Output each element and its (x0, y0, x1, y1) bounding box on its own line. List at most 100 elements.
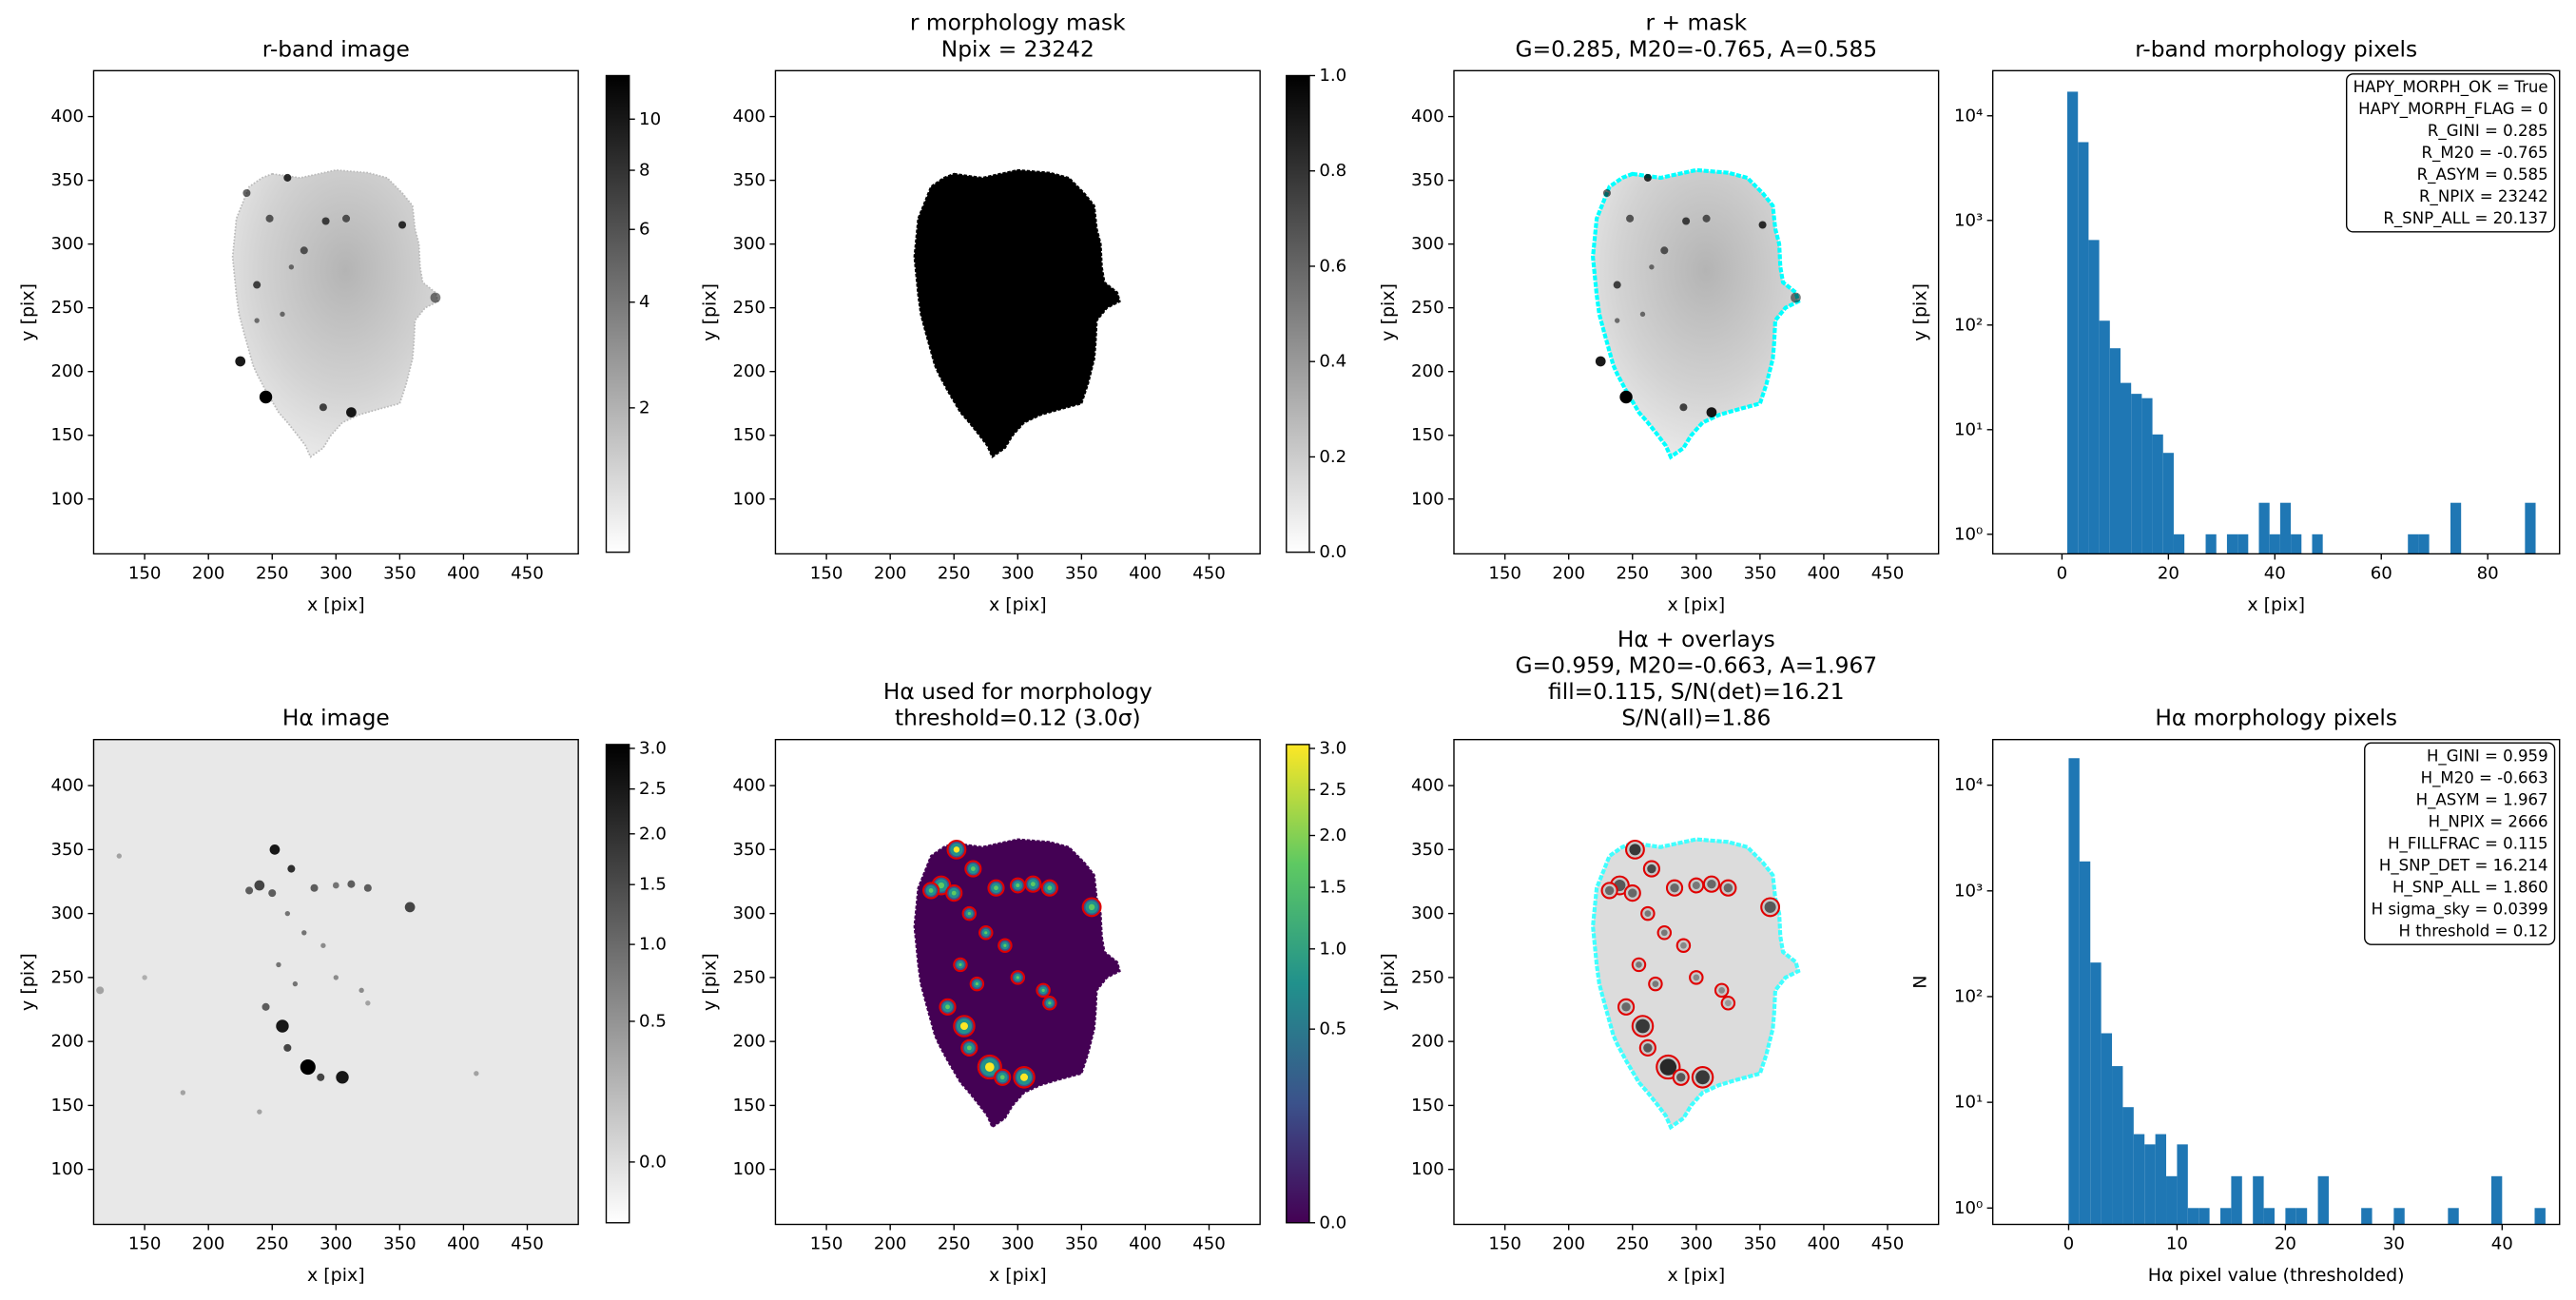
source (235, 356, 246, 367)
x-tick-label: 150 (810, 1234, 843, 1254)
annotation-line: H_SNP_ALL = 1.860 (2392, 878, 2548, 897)
source (259, 390, 273, 404)
y-tick-label: 300 (1411, 903, 1444, 923)
y-tick-label: 300 (51, 234, 85, 254)
colorbar-tick-label: 0.0 (639, 1152, 667, 1172)
annotation-line: HAPY_MORPH_OK = True (2353, 78, 2548, 97)
y-tick-label: 150 (1411, 1096, 1444, 1116)
y-tick-label: 200 (732, 1032, 765, 1052)
source (1758, 221, 1767, 229)
bar (2131, 394, 2142, 554)
colorbar-tick-label: 1.0 (639, 935, 667, 955)
bar (2141, 398, 2153, 554)
colorbar-tick-label: 2.0 (639, 824, 667, 844)
x-tick-label: 300 (1680, 1234, 1714, 1254)
source (1706, 407, 1717, 417)
x-tick-label: 200 (192, 1234, 225, 1254)
source (1647, 863, 1656, 874)
colorbar-tick-label: 2.5 (1319, 780, 1346, 800)
bar (2269, 534, 2280, 554)
x-tick-label: 450 (1192, 1234, 1226, 1254)
panel-title: Hα + overlays (1617, 627, 1775, 652)
source (292, 980, 299, 987)
source (253, 281, 261, 289)
panel-title: fill=0.115, S/N(det)=16.21 (1548, 679, 1845, 705)
contour (1689, 970, 1704, 985)
contour (1675, 938, 1692, 954)
y-tick-label: 300 (732, 903, 765, 923)
source (1725, 999, 1732, 1007)
x-tick-label: 250 (256, 1234, 289, 1254)
source (1707, 879, 1716, 889)
contour (1720, 996, 1736, 1011)
plot-area (2068, 758, 2546, 1225)
source (953, 846, 960, 853)
bar (2263, 1208, 2275, 1225)
bar (2090, 962, 2101, 1225)
contour (1617, 998, 1636, 1016)
source (254, 318, 260, 323)
x-tick-label: 350 (1065, 1234, 1098, 1254)
x-tick-label: 150 (128, 564, 162, 584)
source (342, 214, 351, 223)
y-tick-label: 10⁰ (1954, 524, 1983, 544)
source (951, 890, 957, 896)
y-tick-label: 250 (1411, 298, 1444, 318)
source (1676, 1073, 1686, 1082)
y-axis-label: y [pix] (17, 953, 38, 1011)
x-tick-label: 450 (1871, 1234, 1905, 1254)
x-tick-label: 350 (1744, 564, 1777, 584)
source (254, 880, 265, 891)
source (1626, 214, 1635, 223)
panel-title: S/N(all)=1.86 (1621, 706, 1771, 731)
source (1030, 882, 1036, 887)
source (96, 986, 105, 995)
source (999, 1075, 1005, 1080)
y-tick-label: 250 (51, 967, 85, 987)
y-tick-label: 200 (1411, 1032, 1444, 1052)
source (269, 844, 281, 855)
x-tick-label: 40 (2264, 564, 2286, 584)
plot-area (93, 739, 579, 1225)
x-tick-label: 250 (1616, 1234, 1649, 1254)
bar (2088, 240, 2100, 554)
x-axis-label: x [pix] (307, 594, 365, 615)
source (1621, 1002, 1631, 1012)
x-tick-label: 20 (2275, 1234, 2296, 1254)
annotation-line: HAPY_MORPH_FLAG = 0 (2358, 100, 2547, 119)
source (287, 864, 296, 873)
source (283, 1043, 292, 1052)
panel-title: G=0.959, M20=-0.663, A=1.967 (1516, 652, 1878, 678)
panel-title: Hα image (282, 706, 390, 731)
x-tick-label: 300 (1001, 564, 1035, 584)
colorbar-tick-label: 1.5 (1319, 878, 1346, 898)
source (116, 853, 122, 859)
colorbar-tick-label: 4 (639, 292, 650, 312)
y-axis-label: y [pix] (1378, 953, 1399, 1011)
x-tick-label: 40 (2491, 1234, 2513, 1254)
x-tick-label: 0 (2063, 1234, 2075, 1254)
annotation-line: R_GINI = 0.285 (2428, 122, 2548, 141)
x-tick-label: 400 (1129, 564, 1162, 584)
y-tick-label: 100 (51, 1159, 85, 1179)
x-tick-label: 80 (2477, 564, 2499, 584)
x-tick-label: 150 (1488, 1234, 1521, 1254)
x-tick-label: 150 (810, 564, 843, 584)
source (1003, 943, 1007, 947)
y-tick-label: 200 (51, 361, 85, 381)
source (1652, 980, 1659, 987)
x-tick-label: 20 (2158, 564, 2179, 584)
annotation-line: R_SNP_ALL = 20.137 (2383, 209, 2547, 228)
source (430, 292, 441, 303)
y-tick-label: 200 (51, 1032, 85, 1052)
annotation-line: H_FILLFRAC = 0.115 (2388, 834, 2548, 853)
y-tick-label: 250 (732, 298, 765, 318)
y-tick-label: 350 (51, 840, 85, 860)
bar (2155, 1134, 2167, 1225)
mask (913, 168, 1121, 459)
bar (2450, 502, 2462, 554)
panel-title: r-band image (262, 36, 410, 62)
contour (1719, 879, 1737, 897)
source (363, 883, 372, 892)
plot-area (913, 168, 1121, 459)
